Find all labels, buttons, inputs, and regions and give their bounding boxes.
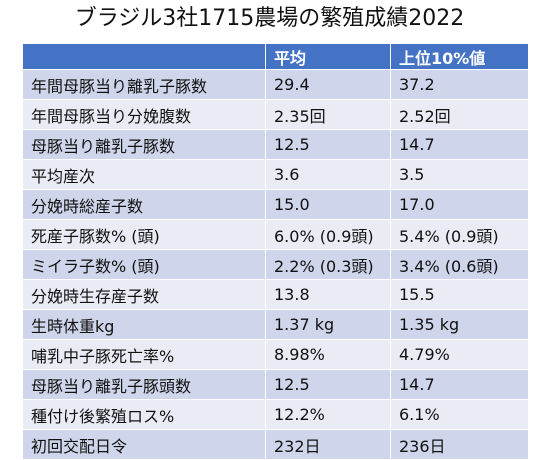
- header-metric: [22, 43, 266, 70]
- table-row: 分娩時生存産子数 13.8 15.5: [22, 279, 529, 310]
- average-cell: 13.8: [265, 279, 391, 310]
- average-cell: 29.4: [265, 69, 391, 100]
- top10-cell: 236日: [390, 429, 529, 460]
- top10-cell: 37.2: [390, 69, 529, 100]
- header-top10: 上位10%値: [390, 43, 529, 70]
- breeding-performance-table: 平均 上位10%値 年間母豚当り離乳子豚数 29.4 37.2 年間母豚当り分娩腹数 2…: [22, 43, 529, 460]
- table-row: ミイラ子数% (頭) 2.2% (0.3頭) 3.4% (0.6頭): [22, 249, 529, 280]
- average-cell: 232日: [265, 429, 391, 460]
- top10-cell: 14.7: [390, 369, 529, 400]
- table-row: 母豚当り離乳子豚数 12.5 14.7: [22, 129, 529, 160]
- metric-cell: 年間母豚当り離乳子豚数: [22, 69, 266, 100]
- average-cell: 12.5: [265, 129, 391, 160]
- metric-cell: 生時体重kg: [22, 309, 266, 340]
- table-row: 年間母豚当り離乳子豚数 29.4 37.2: [22, 69, 529, 100]
- metric-cell: 平均産次: [22, 159, 266, 190]
- top10-cell: 6.1%: [390, 399, 529, 430]
- table-header-row: 平均 上位10%値: [22, 43, 529, 70]
- page-title: ブラジル3社1715農場の繁殖成績2022: [74, 6, 465, 31]
- top10-cell: 3.4% (0.6頭): [390, 249, 529, 280]
- average-cell: 12.5: [265, 369, 391, 400]
- table-row: 分娩時総産子数 15.0 17.0: [22, 189, 529, 220]
- table-row: 初回交配日令 232日 236日: [22, 429, 529, 460]
- average-cell: 6.0% (0.9頭): [265, 219, 391, 250]
- table-row: 母豚当り離乳子豚頭数 12.5 14.7: [22, 369, 529, 400]
- metric-cell: 初回交配日令: [22, 429, 266, 460]
- table-row: 哺乳中子豚死亡率% 8.98% 4.79%: [22, 339, 529, 370]
- metric-cell: 母豚当り離乳子豚数: [22, 129, 266, 160]
- table-row: 年間母豚当り分娩腹数 2.35回 2.52回: [22, 99, 529, 130]
- top10-cell: 15.5: [390, 279, 529, 310]
- top10-cell: 5.4% (0.9頭): [390, 219, 529, 250]
- top10-cell: 2.52回: [390, 99, 529, 130]
- table-body: 年間母豚当り離乳子豚数 29.4 37.2 年間母豚当り分娩腹数 2.35回 2.52回母…: [22, 69, 529, 460]
- average-cell: 1.37 kg: [265, 309, 391, 340]
- top10-cell: 3.5: [390, 159, 529, 190]
- average-cell: 12.2%: [265, 399, 391, 430]
- metric-cell: 母豚当り離乳子豚頭数: [22, 369, 266, 400]
- metric-cell: 種付け後繁殖ロス%: [22, 399, 266, 430]
- average-cell: 2.35回: [265, 99, 391, 130]
- average-cell: 8.98%: [265, 339, 391, 370]
- metric-cell: 分娩時生存産子数: [22, 279, 266, 310]
- metric-cell: 哺乳中子豚死亡率%: [22, 339, 266, 370]
- metric-cell: 死産子豚数% (頭): [22, 219, 266, 250]
- table-row: 種付け後繁殖ロス% 12.2% 6.1%: [22, 399, 529, 430]
- metric-cell: ミイラ子数% (頭): [22, 249, 266, 280]
- header-average: 平均: [265, 43, 391, 70]
- metric-cell: 年間母豚当り分娩腹数: [22, 99, 266, 130]
- table-row: 生時体重kg 1.37 kg 1.35 kg: [22, 309, 529, 340]
- top10-cell: 14.7: [390, 129, 529, 160]
- average-cell: 2.2% (0.3頭): [265, 249, 391, 280]
- average-cell: 3.6: [265, 159, 391, 190]
- metric-cell: 分娩時総産子数: [22, 189, 266, 220]
- table-row: 平均産次 3.6 3.5: [22, 159, 529, 190]
- average-cell: 15.0: [265, 189, 391, 220]
- table-row: 死産子豚数% (頭) 6.0% (0.9頭) 5.4% (0.9頭): [22, 219, 529, 250]
- top10-cell: 1.35 kg: [390, 309, 529, 340]
- top10-cell: 4.79%: [390, 339, 529, 370]
- top10-cell: 17.0: [390, 189, 529, 220]
